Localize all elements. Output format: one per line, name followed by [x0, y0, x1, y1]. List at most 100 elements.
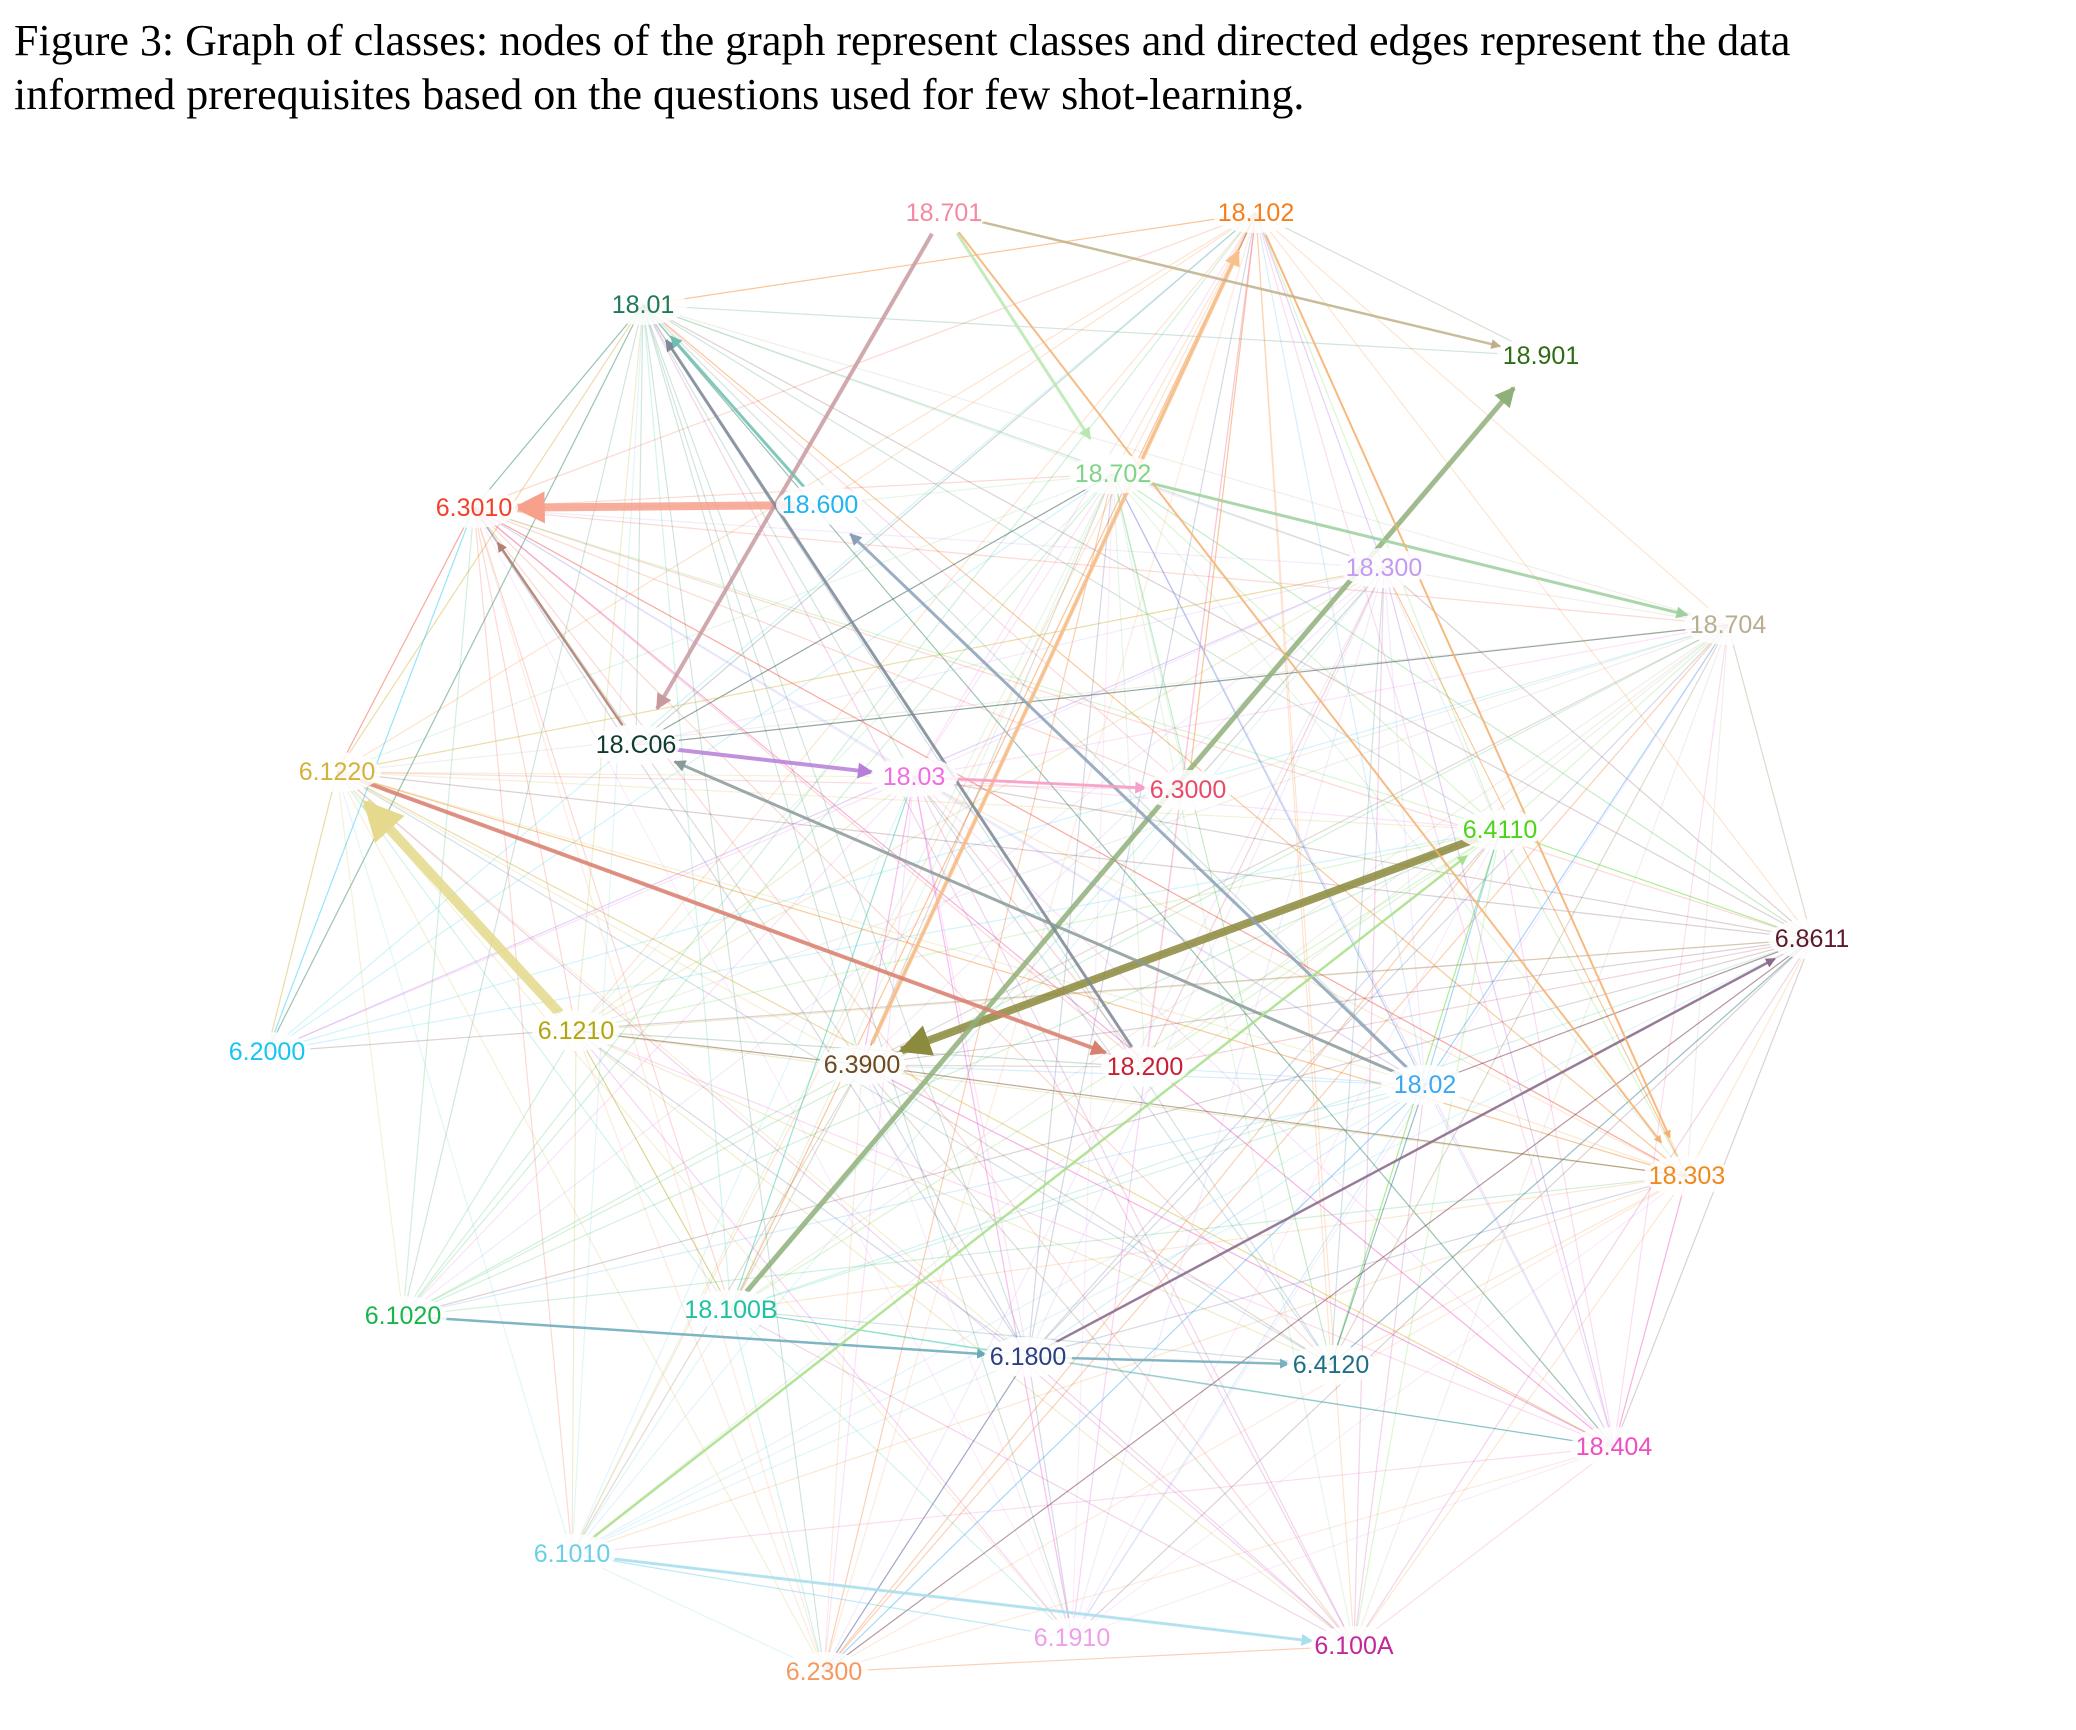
node-6.2000: 6.2000 — [223, 1032, 311, 1072]
edge-18.702-6.4120 — [1112, 473, 1332, 1366]
edge-6.1210-18.02 — [575, 1030, 1426, 1086]
edge-6.3900-to-18.102 — [870, 249, 1241, 1045]
node-halo — [1069, 454, 1157, 494]
edge-18.702-6.3900 — [861, 473, 1114, 1066]
edge-18.300-6.3900 — [861, 567, 1385, 1066]
node-halo — [1456, 810, 1544, 850]
edge-6.1220-6.100A — [336, 771, 1355, 1647]
edge-6.8611-6.4120 — [1330, 938, 1813, 1366]
edge-18.102-6.4110 — [1255, 212, 1501, 831]
edge-18.300-6.1010 — [571, 567, 1385, 1555]
edge-18.702-18.404 — [1112, 473, 1615, 1448]
node-halo — [223, 1032, 311, 1072]
edge-18.102-18.901 — [1255, 212, 1542, 357]
edge-18.702-6.1010 — [571, 473, 1114, 1555]
node-label: 18.702 — [1075, 460, 1151, 488]
edge-18.102-to-18.303 — [1264, 234, 1671, 1139]
edge-18.03-18.404 — [913, 776, 1615, 1448]
node-label: 18.200 — [1107, 1053, 1183, 1081]
node-halo — [1570, 1427, 1658, 1467]
node-halo — [776, 485, 864, 525]
edge-6.4110-6.1020 — [402, 829, 1501, 1317]
edge-18.01-6.1910 — [642, 304, 1073, 1639]
node-label: 18.600 — [782, 491, 858, 519]
edge-18.300-18.704 — [1383, 567, 1729, 626]
edge-18.702-6.1220 — [336, 473, 1114, 773]
node-halo — [592, 725, 680, 765]
edge-6.1010-to-6.100A — [595, 1555, 1314, 1646]
node-label: 18.300 — [1346, 554, 1422, 582]
edge-18.702-to-18.704 — [1135, 478, 1689, 619]
edge-6.1220-6.2000 — [266, 771, 338, 1053]
node-label: 18.C06 — [596, 731, 677, 759]
node-label: 6.3010 — [436, 494, 512, 522]
edge-6.1220-6.1800 — [336, 771, 1029, 1358]
edge-6.3900-6.2300 — [823, 1064, 863, 1673]
edge-6.4110-6.8611 — [1499, 829, 1813, 940]
edge-18.02-6.100A — [1353, 1084, 1426, 1647]
edge-6.3010-6.1020 — [402, 507, 475, 1317]
edge-18.102-6.4120 — [1255, 212, 1332, 1366]
edge-18.03-18.200 — [913, 776, 1146, 1068]
edge-18.102-18.03 — [913, 212, 1257, 778]
node-halo — [1287, 1345, 1375, 1385]
edge-6.1020-to-6.1800 — [426, 1316, 988, 1359]
edge-18.300-18.303 — [1383, 567, 1688, 1177]
edge-18.01-6.3010 — [473, 304, 644, 509]
node-6.1020: 6.1020 — [359, 1296, 447, 1336]
node-18.901: 18.901 — [1497, 336, 1585, 376]
edge-18.702-6.1210 — [575, 473, 1114, 1032]
edge-18.01-6.1020 — [402, 304, 644, 1317]
edge-18.704-6.1910 — [1071, 624, 1729, 1639]
node-label: 18.02 — [1394, 1071, 1457, 1099]
edge-18.704-6.2000 — [266, 624, 1729, 1053]
edge-18.102-18.300 — [1255, 212, 1385, 569]
edge-6.1220-6.1020 — [336, 771, 404, 1317]
edge-6.8611-6.100A — [1353, 938, 1813, 1647]
edge-6.1210-6.3900 — [575, 1030, 863, 1066]
node-6.1010: 6.1010 — [528, 1534, 616, 1574]
edge-18.02-to-18.600 — [849, 532, 1409, 1070]
caption-line-1: Figure 3: Graph of classes: nodes of the… — [14, 16, 1791, 65]
edge-6.3010-18.02 — [473, 507, 1426, 1086]
edge-18.704-18.404 — [1613, 624, 1729, 1448]
edge-18.02-6.1020 — [402, 1084, 1426, 1317]
edge-6.8611-6.1010 — [571, 938, 1813, 1555]
node-halo — [1497, 336, 1585, 376]
node-label: 6.2000 — [229, 1038, 305, 1066]
edge-18.600-to-6.3010 — [512, 491, 797, 524]
edge-18.102-6.2000 — [266, 212, 1257, 1053]
edge-18.704-18.303 — [1686, 624, 1729, 1177]
edge-18.102-18.02 — [1255, 212, 1426, 1086]
edge-18.702-6.2300 — [823, 473, 1114, 1673]
edge-18.100B-6.1910 — [730, 1309, 1073, 1639]
node-6.100A: 6.100A — [1310, 1626, 1398, 1666]
node-label: 6.3000 — [1150, 776, 1226, 804]
edge-18.701-to-18.702 — [955, 232, 1092, 440]
edge-18.300-18.C06 — [635, 567, 1385, 746]
node-halo — [900, 193, 988, 233]
edge-18.702-6.100A — [1112, 473, 1355, 1647]
edge-6.1210-18.303 — [575, 1030, 1688, 1177]
edge-18.03-18.100B — [730, 776, 915, 1311]
edge-18.300-18.404 — [1383, 567, 1615, 1448]
edge-18.300-6.1020 — [402, 567, 1385, 1317]
edge-6.3010-6.4110 — [473, 507, 1501, 831]
edge-18.303-18.100B — [730, 1175, 1688, 1311]
edge-6.3900-6.100A — [861, 1064, 1355, 1647]
edge-6.3900-18.100B — [730, 1064, 863, 1311]
edge-18.02-18.100B — [730, 1084, 1426, 1311]
edge-18.102-18.100B — [730, 212, 1257, 1311]
edge-18.03-6.2000 — [266, 776, 915, 1053]
node-halo — [1340, 548, 1428, 588]
edge-18.03-18.02 — [913, 776, 1426, 1086]
node-label: 18.100B — [684, 1296, 777, 1324]
edge-18.03-6.8611 — [913, 776, 1813, 940]
edge-18.704-6.8611 — [1727, 624, 1813, 940]
edge-18.300-6.3000 — [1187, 567, 1385, 791]
edge-6.3010-18.200 — [473, 507, 1146, 1068]
edge-18.704-6.1010 — [571, 624, 1729, 1555]
edge-18.300-18.200 — [1144, 567, 1385, 1068]
edge-6.1010-6.2300 — [571, 1553, 825, 1673]
figure-caption: Figure 3: Graph of classes: nodes of the… — [14, 14, 2064, 122]
